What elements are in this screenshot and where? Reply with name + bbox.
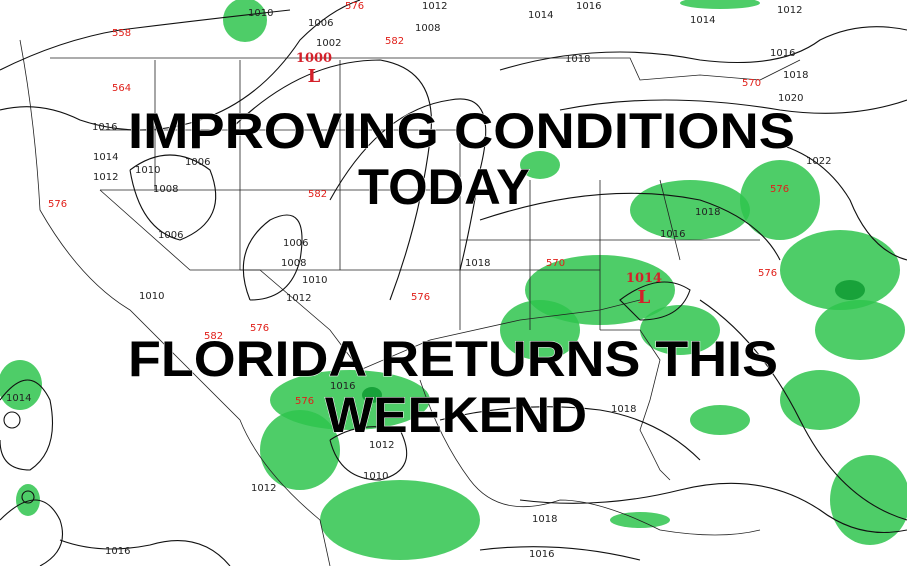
isobar-label: 1012 xyxy=(369,440,394,451)
headline-line-2: TODAY xyxy=(358,159,530,215)
isobar-label: 1002 xyxy=(316,38,341,49)
isobar-label: 1006 xyxy=(308,18,333,29)
isobar-label: 1014 xyxy=(690,15,715,26)
isobar-label: 1018 xyxy=(465,258,490,269)
thickness-label: 582 xyxy=(385,36,404,47)
isobar-label: 1006 xyxy=(158,230,183,241)
headline-line-3: FLORIDA RETURNS THIS xyxy=(128,331,778,387)
isobar-label: 1014 xyxy=(93,152,118,163)
isobar-label: 1010 xyxy=(248,8,273,19)
thickness-label: 576 xyxy=(411,292,430,303)
thickness-label: 564 xyxy=(112,83,131,94)
isobar-label: 1012 xyxy=(777,5,802,16)
thickness-label: 576 xyxy=(48,199,67,210)
isobar-label: 1018 xyxy=(532,514,557,525)
isobar-label: 1020 xyxy=(778,93,803,104)
isobar-label: 1012 xyxy=(286,293,311,304)
thickness-label: 570 xyxy=(546,258,565,269)
isobar-label: 1008 xyxy=(281,258,306,269)
isobar-label: 1006 xyxy=(283,238,308,249)
isobar-label: 1018 xyxy=(565,54,590,65)
isobar-label: 1014 xyxy=(6,393,31,404)
isobar-label: 1016 xyxy=(92,122,117,133)
isobar-label: 1016 xyxy=(576,1,601,12)
isobar-label: 1006 xyxy=(185,157,210,168)
thickness-label: 582 xyxy=(308,189,327,200)
isobar-label: 1016 xyxy=(105,546,130,557)
thickness-label: 576 xyxy=(295,396,314,407)
low-pressure-center: 1000 L xyxy=(296,51,332,87)
low-pressure-symbol: L xyxy=(638,287,651,308)
low-pressure-symbol: L xyxy=(308,66,321,87)
thickness-label: 576 xyxy=(345,1,364,12)
thickness-label: 576 xyxy=(250,323,269,334)
low-pressure-value: 1014 xyxy=(626,271,662,286)
isobar-label: 1016 xyxy=(770,48,795,59)
low-pressure-center: 1014 L xyxy=(626,271,662,308)
isobar-label: 1010 xyxy=(139,291,164,302)
isobar-label: 1010 xyxy=(302,275,327,286)
headline-line-1: IMPROVING CONDITIONS xyxy=(128,103,795,159)
isobar-label: 1018 xyxy=(783,70,808,81)
headline-line-4: WEEKEND xyxy=(325,387,587,443)
isobar-label: 1012 xyxy=(422,1,447,12)
headline-overlay: IMPROVING CONDITIONS TODAY FLORIDA RETUR… xyxy=(128,103,796,444)
isobar-label: 1018 xyxy=(695,207,720,218)
isobar-label: 1018 xyxy=(611,404,636,415)
isobar-labels: 1010 1006 1002 1008 1012 1014 1016 1018 … xyxy=(6,1,831,560)
isobar-label: 1010 xyxy=(135,165,160,176)
isobar-label: 1008 xyxy=(153,184,178,195)
political-borders xyxy=(19,39,801,566)
isobar-label: 1022 xyxy=(806,156,831,167)
isobar-label: 1010 xyxy=(363,471,388,482)
isobar-label: 1016 xyxy=(660,229,685,240)
thickness-label: 576 xyxy=(758,268,777,279)
isobar-label: 1016 xyxy=(330,381,355,392)
thickness-label: 582 xyxy=(204,331,223,342)
isobar-label: 1008 xyxy=(415,23,440,34)
thickness-labels: 558 564 576 576 582 570 582 576 570 576 … xyxy=(48,1,789,407)
isobar-label: 1012 xyxy=(251,483,276,494)
thickness-label: 570 xyxy=(742,78,761,89)
isobar-label: 1016 xyxy=(529,549,554,560)
isobar-label: 1012 xyxy=(93,172,118,183)
thickness-label: 576 xyxy=(770,184,789,195)
isobar-label: 1014 xyxy=(528,10,553,21)
low-pressure-value: 1000 xyxy=(296,51,332,66)
thickness-label: 558 xyxy=(112,28,131,39)
